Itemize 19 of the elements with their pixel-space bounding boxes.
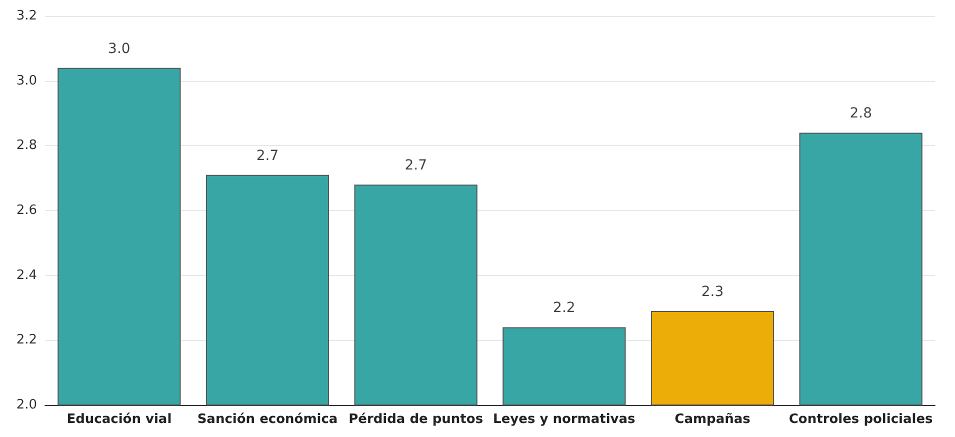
y-tick-label: 2.4 (16, 268, 37, 283)
data-label: 2.8 (850, 106, 872, 122)
x-tick-label: Leyes y normativas (493, 412, 636, 427)
y-tick-label: 2.8 (16, 138, 37, 154)
x-tick-label: Campañas (674, 412, 751, 427)
y-tick-label: 3.2 (16, 8, 37, 24)
x-tick-label: Pérdida de puntos (348, 412, 484, 427)
data-label: 2.2 (553, 300, 576, 316)
x-tick-label: Sanción económica (197, 412, 338, 427)
data-label: 2.7 (404, 158, 427, 174)
y-tick-label: 2.6 (16, 203, 37, 218)
y-tick-label: 2.0 (16, 398, 37, 412)
x-tick-label: Educación vial (66, 412, 172, 427)
data-label: 2.3 (701, 284, 724, 300)
data-label: 2.7 (256, 148, 279, 164)
data-label: 3.0 (108, 40, 130, 57)
x-tick-label: Controles policiales (788, 412, 934, 427)
y-tick-label: 2.2 (16, 332, 37, 348)
y-tick-label: 3.0 (16, 73, 37, 88)
